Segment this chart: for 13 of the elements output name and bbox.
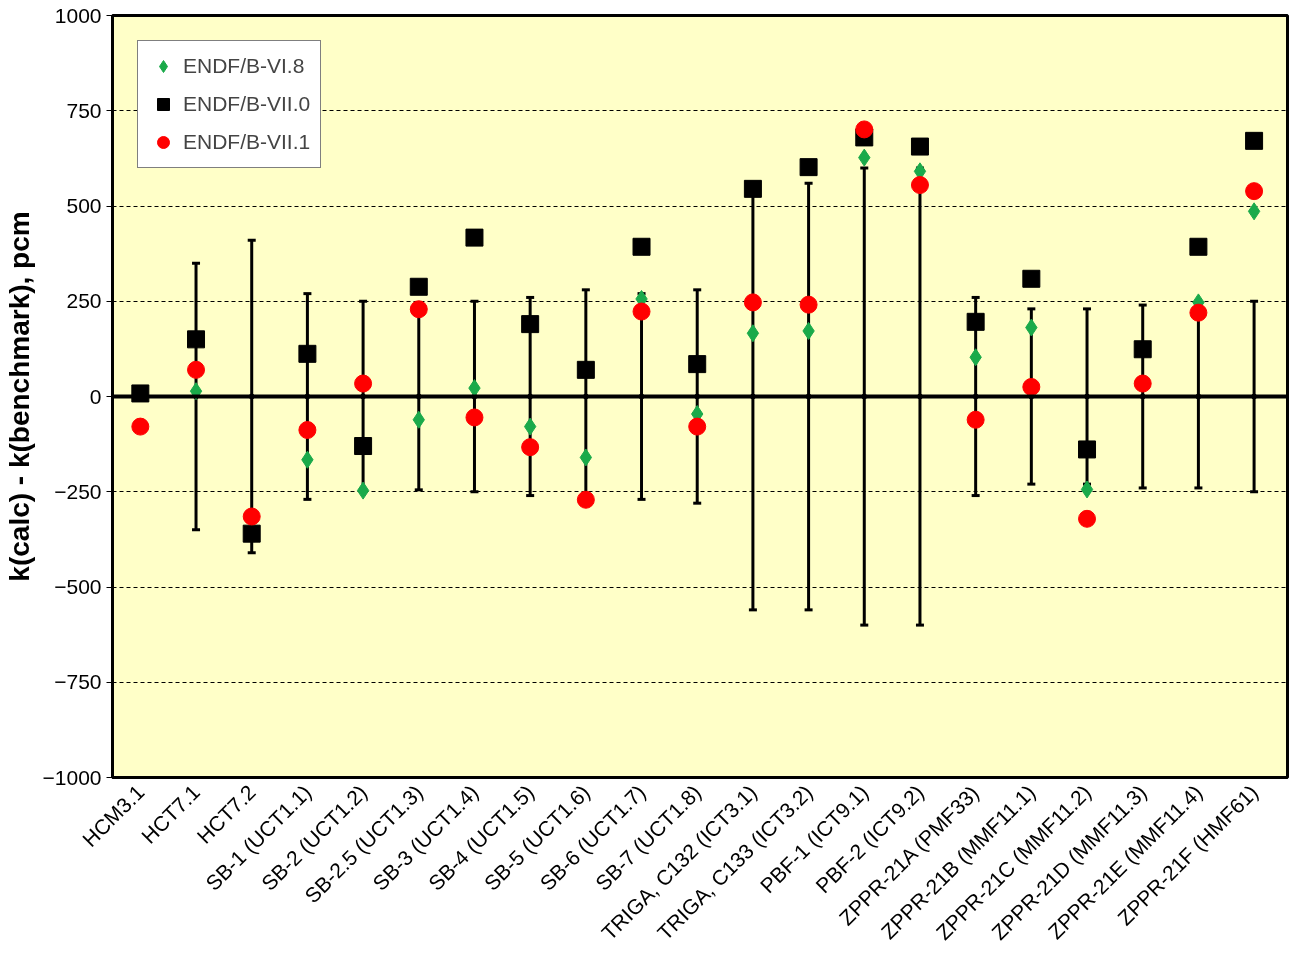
y-tick-label: 750 xyxy=(66,98,102,122)
legend-label: ENDF/B-VII.0 xyxy=(183,91,311,117)
legend-label: ENDF/B-VII.1 xyxy=(183,129,311,155)
y-axis-title: k(calc) - k(benchmark), pcm xyxy=(3,211,35,582)
y-tick-label: −250 xyxy=(54,479,102,503)
y-tick-label: 0 xyxy=(89,384,102,408)
y-tick-label: 500 xyxy=(66,194,102,217)
y-tick-label: −750 xyxy=(54,670,102,694)
y-tick-label: 250 xyxy=(66,289,102,313)
y-tick-label: 1000 xyxy=(54,3,102,27)
y-tick-label: −500 xyxy=(54,575,102,598)
y-tick-label: −1000 xyxy=(42,765,102,789)
legend-label: ENDF/B-VI.8 xyxy=(183,53,305,79)
